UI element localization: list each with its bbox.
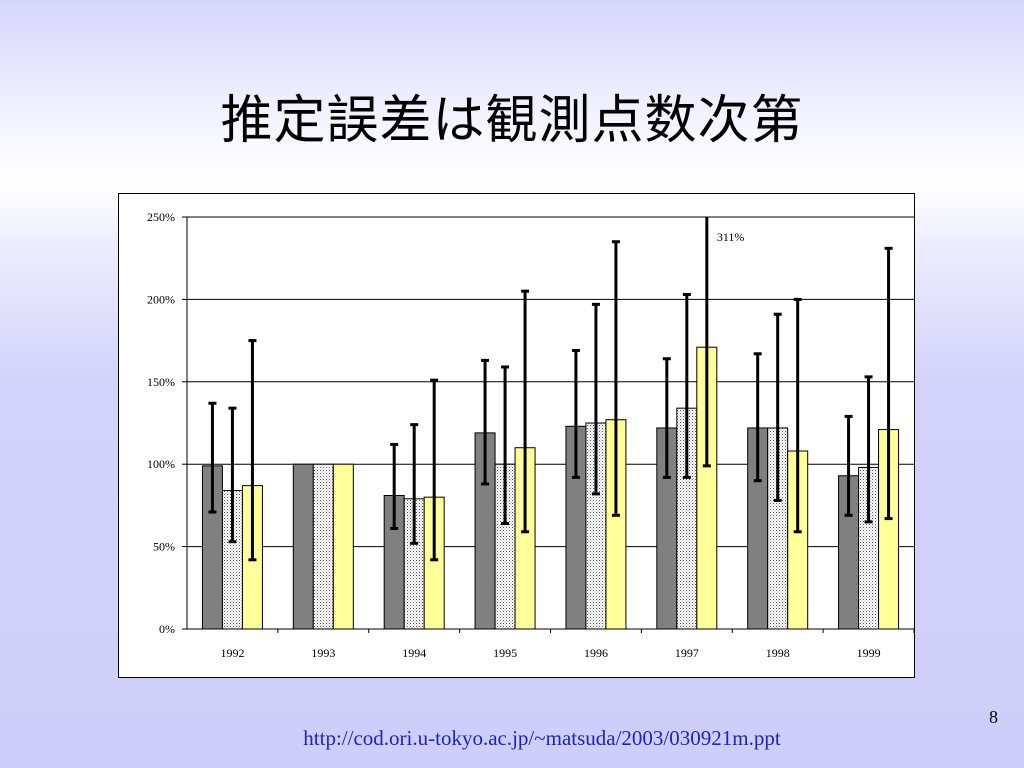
x-tick-label: 1998 <box>766 646 790 660</box>
y-tick-label: 50% <box>153 540 175 554</box>
x-tick-label: 1995 <box>493 646 517 660</box>
y-tick-label: 100% <box>147 457 175 471</box>
x-tick-label: 1996 <box>584 646 608 660</box>
overflow-annotation: 311% <box>717 230 745 244</box>
page-number: 8 <box>989 707 998 727</box>
x-tick-label: 1993 <box>311 646 335 660</box>
x-tick-label: 1999 <box>857 646 881 660</box>
chart-frame: 0% 50% 100% 150% 200% 250% 1992 1993 1994 1995 199… <box>118 193 915 678</box>
x-tick-label: 1997 <box>675 646 699 660</box>
x-tick-label: 1994 <box>402 646 426 660</box>
bar <box>332 463 354 630</box>
source-link[interactable]: http://cod.ori.u-tokyo.ac.jp/~matsuda/20… <box>303 726 781 750</box>
x-tick-label: 1992 <box>220 646 244 660</box>
y-tick-label: 250% <box>147 210 175 224</box>
y-tick-label: 0% <box>159 622 175 636</box>
slide-title: 推定誤差は観測点数次第 <box>220 91 804 151</box>
y-tick-label: 200% <box>147 292 175 306</box>
bar <box>312 463 334 630</box>
bar <box>292 463 314 630</box>
y-tick-label: 150% <box>147 375 175 389</box>
error-bar-chart: 0% 50% 100% 150% 200% 250% 1992 1993 1994 1995 199… <box>147 210 914 660</box>
